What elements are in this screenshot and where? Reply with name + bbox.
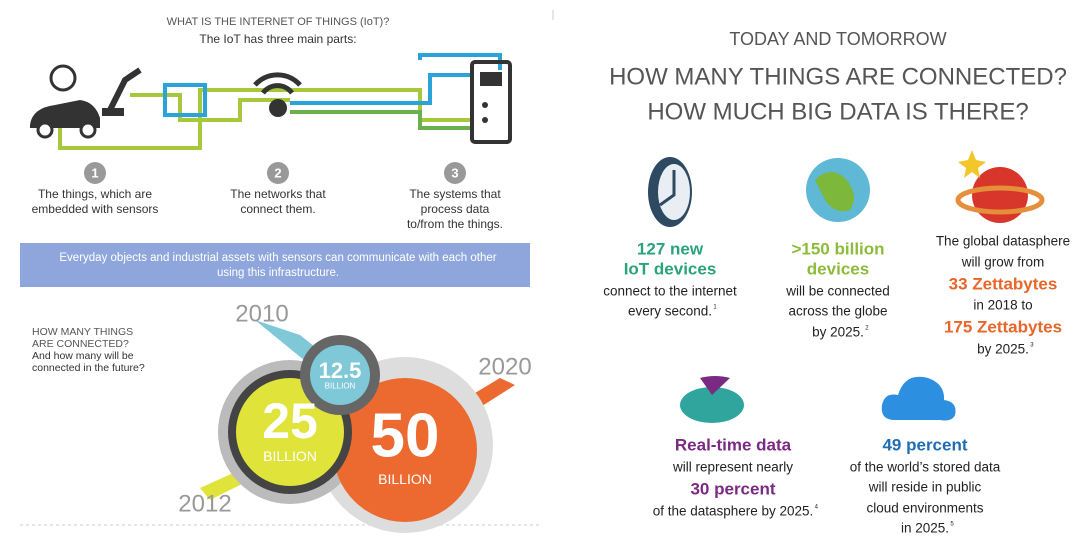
stat-text: will represent nearly [672,460,793,475]
stat-text: will be connected [785,284,890,299]
stat-text: across the globe [788,304,887,319]
bubble-unit: BILLION [263,448,317,464]
infographic: WHAT IS THE INTERNET OF THINGS (IoT)? The… [0,0,1084,537]
headline: HOW MANY THINGS ARE CONNECTED? [609,63,1067,90]
part-text: The systems that [409,187,501,201]
stat-text: of the datasphere by 2025. [653,504,814,519]
stat-highlight: 49 percent [882,435,967,454]
part-text: connect them. [240,202,315,216]
banner-box [20,243,530,287]
part-text: to/from the things. [407,217,503,231]
stat-text: in 2025. [901,521,949,536]
stat-text: every second. [628,304,712,319]
stat-highlight: Real-time data [675,435,792,454]
bubble-value: 25 [262,393,318,449]
stat-text: The global datasphere [936,234,1070,249]
bubble-year: 2012 [178,490,231,517]
stat-text: cloud environments [866,501,983,516]
stat-highlight: IoT devices [624,259,717,278]
part-text: The networks that [230,187,326,201]
kicker: TODAY AND TOMORROW [729,29,946,49]
question-text: connected in the future? [32,362,145,374]
stat-highlight: devices [807,259,869,278]
stat-text: will grow from [961,255,1045,270]
bubble-year: 2020 [478,353,531,380]
part-text: process data [421,202,490,216]
stat-text: in 2018 to [973,298,1032,313]
headline: HOW MUCH BIG DATA IS THERE? [647,98,1028,125]
stat-highlight: 33 Zettabytes [949,274,1058,293]
part-text: The things, which are [38,187,152,201]
question-text: ARE CONNECTED? [32,338,129,350]
stat-text: will reside in public [868,480,982,495]
bubble-year: 2010 [235,300,288,327]
question-text: HOW MANY THINGS [32,326,133,338]
part-number: 2 [274,165,281,180]
part-text: embedded with sensors [32,202,159,216]
title: WHAT IS THE INTERNET OF THINGS (IoT)? [167,16,390,28]
part-number: 1 [91,165,98,180]
question-text: And how many will be [32,350,134,362]
stat-highlight: 175 Zettabytes [944,317,1062,336]
banner-text: Everyday objects and industrial assets w… [59,252,496,264]
bubble-value: 12.5 [319,358,362,383]
stat-highlight: 30 percent [690,479,775,498]
stat-highlight: >150 billion [791,239,884,258]
stat-text: connect to the internet [603,284,737,299]
subtitle: The IoT has three main parts: [199,32,356,46]
bubble-value: 50 [371,401,440,470]
stat-text: of the world’s stored data [850,460,1001,475]
stat-text: by 2025. [812,325,864,340]
stat-highlight: 127 new [637,239,704,258]
bubble-unit: BILLION [325,381,356,390]
stat-text: by 2025. [977,342,1029,357]
part-number: 3 [451,165,458,180]
banner-text: using this infrastructure. [217,267,339,279]
bubble-unit: BILLION [378,471,432,487]
